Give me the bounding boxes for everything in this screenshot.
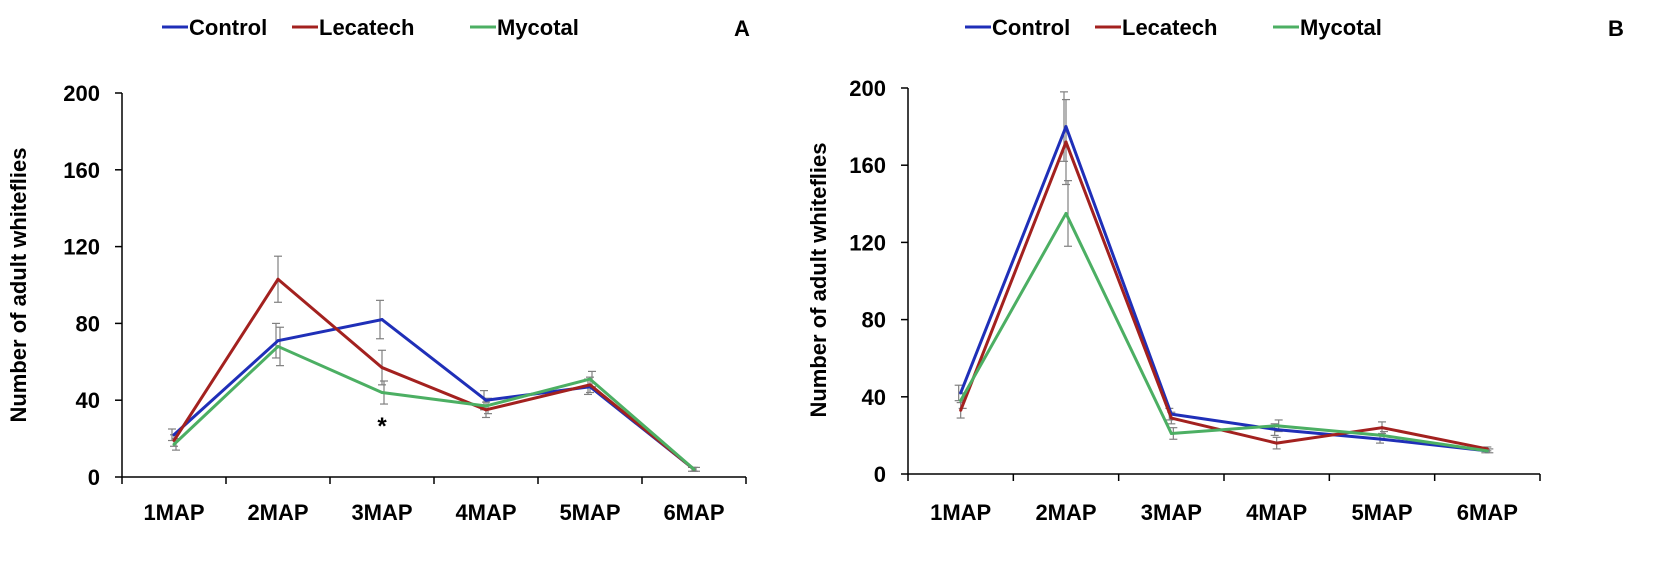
- chart-panel-a: Control Lecatech Mycotal A Number of adu…: [0, 0, 800, 556]
- b-point-mycotal: [1485, 449, 1489, 453]
- b-point-control: [959, 391, 963, 395]
- chart-b-svg: Control Lecatech Mycotal B Number of adu…: [806, 15, 1624, 525]
- a-point-lecatech: [276, 277, 280, 281]
- b-series-mycotal-line: [959, 211, 1488, 453]
- legend-a-control-label: Control: [189, 15, 267, 40]
- a-point-lecatech: [380, 366, 384, 370]
- a-y-tick-label: 0: [88, 465, 100, 490]
- b-y-tick-label: 40: [862, 385, 886, 410]
- chart-panel-b: Control Lecatech Mycotal B Number of adu…: [800, 0, 1654, 556]
- legend-a-mycotal-label: Mycotal: [497, 15, 579, 40]
- a-point-mycotal: [172, 442, 176, 446]
- b-y-tick-label: 200: [849, 76, 886, 101]
- b-point-mycotal: [1275, 424, 1279, 428]
- legend-a: Control Lecatech Mycotal: [162, 15, 579, 40]
- b-series-lecatech-line: [959, 140, 1488, 451]
- a-point-mycotal: [588, 377, 592, 381]
- a-series-mycotal-line: [172, 344, 695, 471]
- a-y-tick-label: 40: [76, 388, 100, 413]
- a-significance-annotation: *: [377, 413, 387, 440]
- b-point-lecatech: [1275, 441, 1279, 445]
- a-y-tick-label: 160: [63, 158, 100, 183]
- y-axis-title-a: Number of adult whiteflies: [6, 147, 31, 422]
- a-point-control: [276, 339, 280, 343]
- b-point-control: [1064, 125, 1068, 129]
- legend-b: Control Lecatech Mycotal: [965, 15, 1382, 40]
- b-point-mycotal: [1064, 211, 1068, 215]
- y-axis-title-b: Number of adult whiteflies: [806, 142, 831, 417]
- b-y-tick-label: 160: [849, 153, 886, 178]
- legend-b-mycotal-label: Mycotal: [1300, 15, 1382, 40]
- b-x-tick-label: 6MAP: [1457, 500, 1518, 525]
- b-y-tick-label: 0: [874, 462, 886, 487]
- a-x-tick-label: 2MAP: [247, 500, 308, 525]
- b-x-tick-label: 3MAP: [1141, 500, 1202, 525]
- a-point-mycotal: [276, 344, 280, 348]
- b-point-lecatech: [1169, 416, 1173, 420]
- b-point-control: [1275, 428, 1279, 432]
- a-x-tick-label: 4MAP: [455, 500, 516, 525]
- b-x-tick-label: 1MAP: [930, 500, 991, 525]
- b-series-control-line: [959, 125, 1488, 453]
- a-series-control-line: [172, 318, 695, 471]
- b-x-tick-label: 2MAP: [1035, 500, 1096, 525]
- legend-a-lecatech-label: Lecatech: [319, 15, 414, 40]
- b-point-mycotal: [1380, 433, 1384, 437]
- a-point-lecatech: [484, 408, 488, 412]
- a-y-tick-label: 120: [63, 235, 100, 260]
- b-point-mycotal: [1169, 431, 1173, 435]
- panel-a-label: A: [734, 16, 750, 41]
- a-series-lecatech-line: [172, 277, 695, 471]
- legend-b-lecatech-label: Lecatech: [1122, 15, 1217, 40]
- b-y-tick-label: 120: [849, 230, 886, 255]
- a-point-mycotal: [692, 467, 696, 471]
- plot-area-b: 0 40 80 120 160 200 1MAP 2MAP 3MAP 4MAP 5MAP 6MAP: [849, 76, 1541, 525]
- a-point-lecatech: [588, 383, 592, 387]
- a-point-mycotal: [484, 404, 488, 408]
- a-x-tick-label: 1MAP: [143, 500, 204, 525]
- a-point-mycotal: [380, 391, 384, 395]
- b-y-tick-label: 80: [862, 308, 886, 333]
- a-x-tick-label: 6MAP: [663, 500, 724, 525]
- b-point-lecatech: [1064, 140, 1068, 144]
- legend-b-control-label: Control: [992, 15, 1070, 40]
- b-point-lecatech: [1380, 426, 1384, 430]
- b-x-tick-label: 5MAP: [1351, 500, 1412, 525]
- b-point-control: [1380, 437, 1384, 441]
- panel-b-label: B: [1608, 16, 1624, 41]
- a-y-tick-label: 200: [63, 81, 100, 106]
- b-x-tick-label: 4MAP: [1246, 500, 1307, 525]
- a-x-tick-label: 5MAP: [559, 500, 620, 525]
- a-x-tick-label: 3MAP: [351, 500, 412, 525]
- a-point-control: [484, 398, 488, 402]
- a-point-control: [380, 318, 384, 322]
- a-point-lecatech: [172, 439, 176, 443]
- b-point-lecatech: [959, 408, 963, 412]
- a-point-control: [172, 433, 176, 437]
- b-point-mycotal: [959, 399, 963, 403]
- plot-area-a: 0 40 80 120 160 200 1MAP 2MAP 3MAP 4MAP 5MAP 6MAP *: [63, 81, 747, 525]
- a-y-tick-label: 80: [76, 311, 100, 336]
- chart-a-svg: Control Lecatech Mycotal A Number of adu…: [6, 15, 750, 525]
